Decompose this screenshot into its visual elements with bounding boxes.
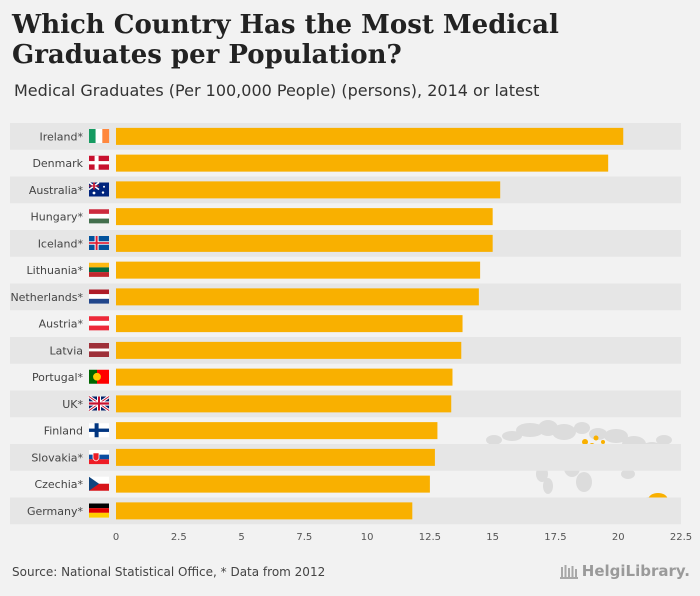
category-label: Ireland*	[39, 130, 83, 143]
latvia-flag	[89, 343, 109, 357]
category-label: Portugal*	[32, 371, 84, 384]
category-label: Finland	[44, 425, 83, 438]
denmark-flag	[89, 155, 109, 170]
x-tick-label: 2.5	[171, 532, 187, 543]
austria-flag	[89, 316, 109, 331]
bar-chart: Ireland* Denmark Australia* Hungary* Iceland…	[10, 123, 692, 543]
netherlands-flag	[89, 289, 109, 304]
finland-flag	[89, 423, 109, 438]
bar-3	[116, 181, 501, 199]
bar-6	[116, 261, 481, 279]
lithuania-flag	[89, 262, 109, 277]
x-tick-label: 10	[361, 532, 374, 543]
category-label: Hungary*	[31, 211, 84, 224]
x-tick-label: 7.5	[296, 532, 312, 543]
australia-flag	[88, 181, 109, 197]
category-label: Denmark	[32, 157, 83, 170]
chart-subtitle: Medical Graduates (Per 100,000 People) (…	[14, 81, 540, 100]
category-label: Lithuania*	[27, 264, 84, 277]
category-label: Iceland*	[38, 237, 84, 250]
iceland-flag	[89, 236, 109, 250]
x-tick-label: 20	[612, 532, 625, 543]
category-label: Slovakia*	[31, 451, 83, 464]
x-tick-label: 22.5	[670, 532, 692, 543]
x-tick-label: 5	[238, 532, 244, 543]
bar-1	[116, 127, 624, 145]
portugal-flag	[89, 369, 109, 384]
bar-2	[116, 154, 609, 172]
chart-title: Which Country Has the Most Medical Gradu…	[12, 10, 559, 70]
category-label: Latvia	[50, 344, 84, 357]
germany-flag	[89, 503, 109, 518]
category-label: UK*	[62, 398, 83, 411]
bar-8	[116, 315, 463, 333]
slovakia-flag	[89, 450, 109, 465]
bar-15	[116, 502, 413, 520]
bar-5	[116, 234, 493, 252]
bar-14	[116, 475, 430, 493]
x-tick-label: 12.5	[419, 532, 441, 543]
uk-flag	[88, 395, 110, 412]
bar-10	[116, 368, 453, 386]
category-label: Czechia*	[34, 478, 83, 491]
ireland-flag	[89, 129, 110, 143]
czechia-flag	[89, 476, 109, 491]
bar-13	[116, 448, 435, 466]
x-tick-label: 15	[486, 532, 499, 543]
source-note: Source: National Statistical Office, * D…	[12, 565, 326, 579]
brand-logo: HelgiLibrary.	[559, 562, 690, 580]
category-label: Netherlands*	[10, 291, 83, 304]
brand-name: HelgiLibrary.	[581, 562, 690, 580]
bar-4	[116, 208, 493, 226]
hungary-flag	[89, 209, 109, 224]
bar-7	[116, 288, 479, 306]
x-tick-label: 17.5	[544, 532, 566, 543]
bar-9	[116, 341, 462, 359]
bar-12	[116, 422, 438, 440]
category-label: Germany*	[27, 505, 84, 518]
library-icon	[559, 565, 578, 579]
x-tick-label: 0	[113, 532, 119, 543]
bar-11	[116, 395, 452, 413]
category-label: Austria*	[39, 318, 84, 331]
category-label: Australia*	[29, 184, 84, 197]
